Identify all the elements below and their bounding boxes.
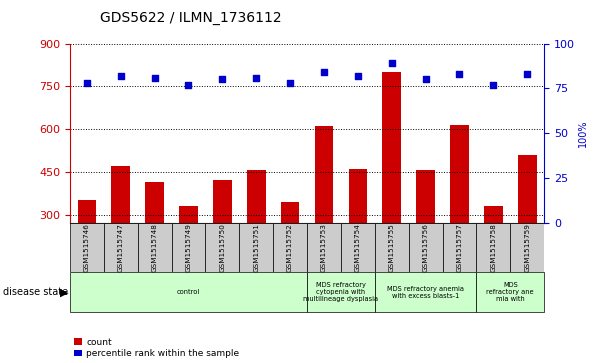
Text: disease state: disease state — [3, 287, 68, 297]
Bar — [273, 223, 307, 272]
Point — [488, 82, 498, 88]
Point — [522, 71, 532, 77]
Text: GSM1515758: GSM1515758 — [490, 223, 496, 272]
Text: GSM1515759: GSM1515759 — [524, 223, 530, 272]
Text: MDS
refractory ane
mia with: MDS refractory ane mia with — [486, 282, 534, 302]
Bar — [477, 272, 544, 312]
Bar — [382, 72, 401, 223]
Text: GSM1515748: GSM1515748 — [151, 223, 157, 272]
Point — [251, 75, 261, 81]
Text: GSM1515750: GSM1515750 — [219, 223, 226, 272]
Bar — [443, 223, 477, 272]
Bar — [409, 223, 443, 272]
Text: control: control — [177, 289, 200, 295]
Bar — [281, 202, 299, 223]
Text: ▶: ▶ — [60, 287, 68, 297]
Text: GSM1515756: GSM1515756 — [423, 223, 429, 272]
Point — [421, 77, 430, 82]
Y-axis label: 100%: 100% — [578, 120, 588, 147]
Bar — [375, 272, 477, 312]
Bar — [240, 223, 273, 272]
Text: GSM1515753: GSM1515753 — [321, 223, 327, 272]
Bar — [247, 171, 266, 223]
Text: GSM1515754: GSM1515754 — [355, 223, 361, 272]
Bar — [213, 180, 232, 223]
Text: GSM1515757: GSM1515757 — [457, 223, 463, 272]
Point — [218, 77, 227, 82]
Text: GSM1515747: GSM1515747 — [118, 223, 124, 272]
Bar — [307, 223, 341, 272]
Point — [184, 82, 193, 88]
Bar — [518, 155, 536, 223]
Text: GDS5622 / ILMN_1736112: GDS5622 / ILMN_1736112 — [100, 11, 282, 25]
Bar — [206, 223, 240, 272]
Point — [285, 80, 295, 86]
Bar — [348, 169, 367, 223]
Legend: count, percentile rank within the sample: count, percentile rank within the sample — [74, 338, 240, 359]
Bar — [484, 206, 503, 223]
Bar — [341, 223, 375, 272]
Point — [319, 69, 329, 75]
Text: MDS refractory anemia
with excess blasts-1: MDS refractory anemia with excess blasts… — [387, 286, 464, 299]
Text: MDS refractory
cytopenia with
multilineage dysplasia: MDS refractory cytopenia with multilinea… — [303, 282, 378, 302]
Bar — [179, 206, 198, 223]
Point — [150, 75, 159, 81]
Bar — [137, 223, 171, 272]
Text: GSM1515752: GSM1515752 — [287, 223, 293, 272]
Bar — [104, 223, 137, 272]
Bar — [111, 166, 130, 223]
Point — [82, 80, 92, 86]
Bar — [78, 200, 96, 223]
Text: GSM1515749: GSM1515749 — [185, 223, 192, 272]
Bar — [315, 126, 333, 223]
Bar — [510, 223, 544, 272]
Point — [455, 71, 465, 77]
Bar — [307, 272, 375, 312]
Bar — [171, 223, 206, 272]
Point — [353, 73, 363, 79]
Bar — [145, 182, 164, 223]
Text: GSM1515746: GSM1515746 — [84, 223, 90, 272]
Point — [116, 73, 126, 79]
Bar — [375, 223, 409, 272]
Text: GSM1515751: GSM1515751 — [253, 223, 259, 272]
Point — [387, 60, 396, 66]
Bar — [70, 272, 307, 312]
Bar — [477, 223, 510, 272]
Bar — [450, 125, 469, 223]
Bar — [70, 223, 104, 272]
Bar — [416, 171, 435, 223]
Text: GSM1515755: GSM1515755 — [389, 223, 395, 272]
